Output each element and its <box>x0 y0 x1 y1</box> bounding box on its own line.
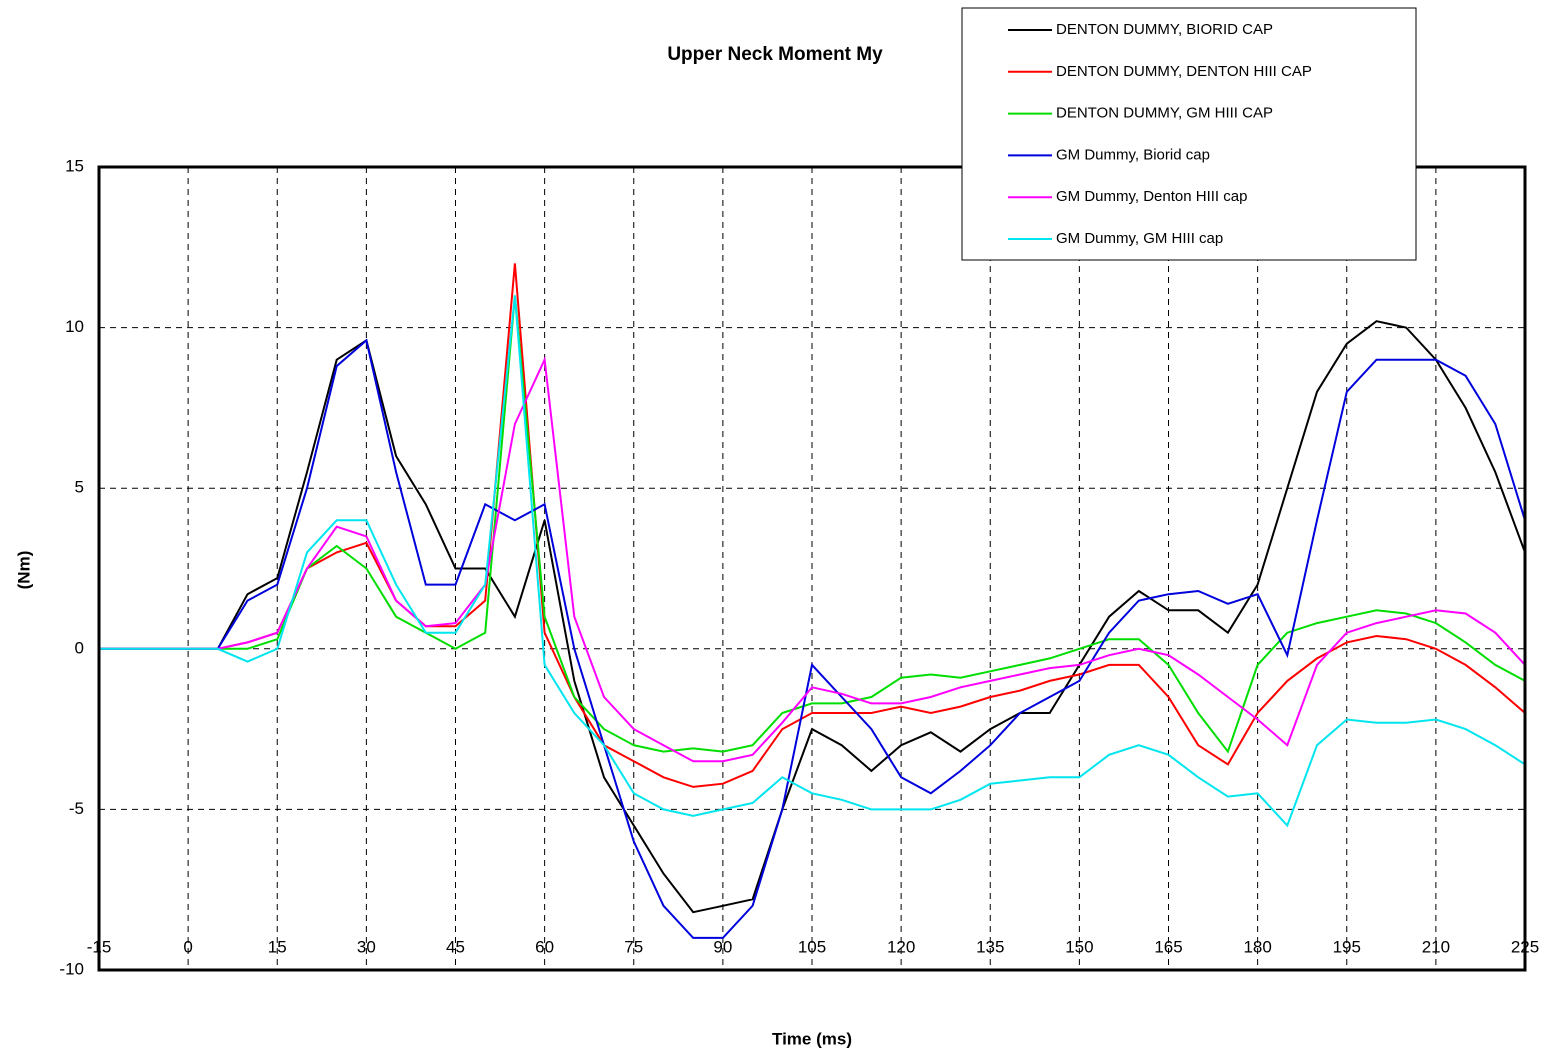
y-tick-label: 5 <box>75 478 84 497</box>
x-tick-label: 150 <box>1065 937 1093 956</box>
chart-title: Upper Neck Moment My <box>667 44 883 65</box>
x-tick-label: 180 <box>1243 937 1271 956</box>
x-tick-label: 60 <box>535 937 554 956</box>
plot-area <box>99 167 1525 970</box>
x-tick-label: 225 <box>1511 937 1539 956</box>
legend-label: DENTON DUMMY, DENTON HIII CAP <box>1056 63 1312 80</box>
legend <box>962 8 1416 260</box>
x-axis-label: Time (ms) <box>772 1029 852 1048</box>
legend-label: DENTON DUMMY, BIORID CAP <box>1056 21 1273 38</box>
y-tick-label: 0 <box>75 638 84 657</box>
chart: Upper Neck Moment My Time (ms) (Nm) DENT… <box>0 0 1547 1055</box>
x-tick-label: 210 <box>1422 937 1450 956</box>
x-tick-label: 165 <box>1154 937 1182 956</box>
x-tick-label: 120 <box>887 937 915 956</box>
x-tick-label: 45 <box>446 937 465 956</box>
x-tick-label: 105 <box>798 937 826 956</box>
legend-label: DENTON DUMMY, GM HIII CAP <box>1056 105 1273 122</box>
x-tick-label: 135 <box>976 937 1004 956</box>
x-tick-label: 195 <box>1333 937 1361 956</box>
series-line <box>99 340 1525 938</box>
legend-label: GM Dummy, Denton HIII cap <box>1056 188 1247 205</box>
x-tick-label: 0 <box>183 937 192 956</box>
y-axis-label: (Nm) <box>14 551 33 590</box>
y-tick-label: -5 <box>69 799 84 818</box>
x-tick-label: 30 <box>357 937 376 956</box>
y-tick-label: 15 <box>65 156 84 175</box>
y-tick-label: 10 <box>65 317 84 336</box>
x-tick-label: 75 <box>624 937 643 956</box>
x-tick-label: 15 <box>268 937 287 956</box>
y-tick-label: -10 <box>59 959 84 978</box>
legend-label: GM Dummy, GM HIII cap <box>1056 230 1223 247</box>
legend-label: GM Dummy, Biorid cap <box>1056 146 1210 163</box>
x-tick-label: -15 <box>87 937 112 956</box>
x-tick-label: 90 <box>713 937 732 956</box>
